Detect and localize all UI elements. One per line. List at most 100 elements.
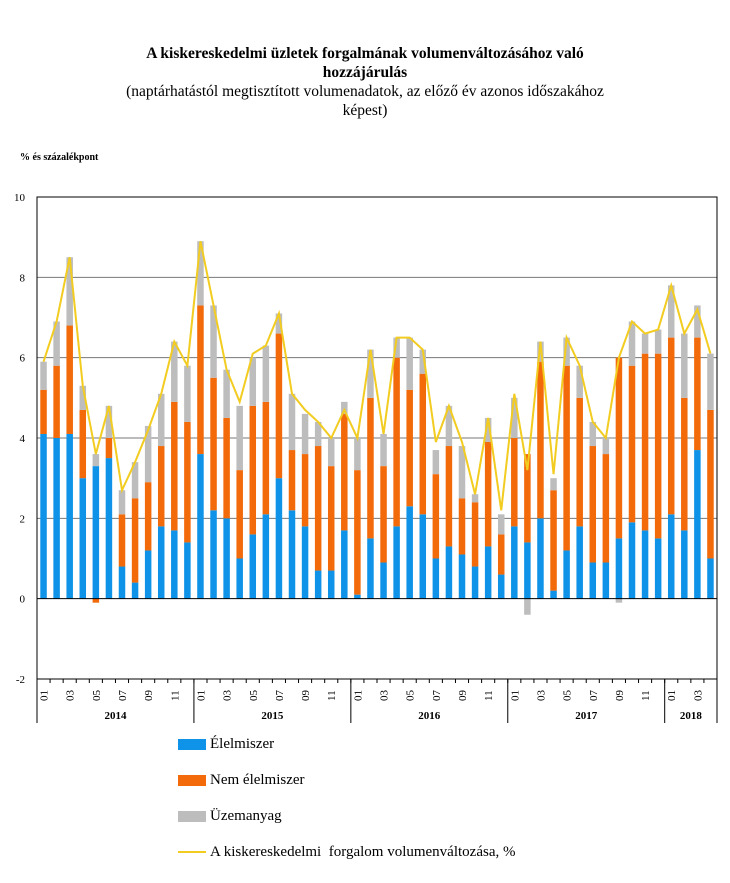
- title-line-2: hozzájárulás: [322, 64, 408, 81]
- bar-nonfood: [53, 365, 60, 438]
- x-month-label: 03: [65, 690, 77, 702]
- bar-fuel: [667, 285, 675, 338]
- bar-nonfood: [118, 514, 126, 567]
- bar-nonfood: [210, 377, 217, 511]
- bar-food: [432, 558, 440, 599]
- bar-nonfood: [105, 438, 113, 459]
- bar-nonfood: [40, 389, 47, 434]
- bar-food: [210, 510, 217, 599]
- y-tick-label: 6: [20, 353, 26, 365]
- bar-food: [497, 574, 505, 599]
- bar-fuel: [576, 365, 583, 398]
- x-month-label: 09: [143, 690, 155, 702]
- bar-fuel: [210, 305, 217, 378]
- bar-nonfood: [511, 438, 518, 527]
- y-tick-label: 2: [20, 513, 26, 525]
- subtitle-line-1: (naptárhatástól megtisztított volumenada…: [126, 83, 604, 100]
- x-year-label: 2017: [575, 710, 598, 722]
- bar-nonfood: [484, 442, 492, 547]
- y-tick-label: 8: [20, 272, 26, 284]
- bar-food: [563, 550, 570, 599]
- x-month-label: 11: [640, 690, 652, 701]
- bar-fuel: [131, 462, 139, 499]
- bar-nonfood: [550, 490, 557, 591]
- y-tick-label: 10: [14, 192, 26, 204]
- bar-fuel: [654, 329, 662, 354]
- chart-title: A kiskereskedelmi üzletek forgalmának vo…: [0, 44, 730, 120]
- x-month-label: 09: [457, 690, 469, 702]
- bar-fuel: [694, 305, 701, 338]
- bar-food: [484, 546, 492, 599]
- bar-fuel: [602, 438, 610, 455]
- bar-fuel: [118, 490, 126, 515]
- bar-food: [341, 530, 348, 599]
- bar-nonfood: [432, 474, 440, 559]
- bar-fuel: [563, 337, 570, 366]
- bar-food: [118, 566, 126, 599]
- bar-nonfood: [262, 401, 270, 515]
- bar-food: [694, 450, 701, 599]
- bar-food: [314, 570, 322, 599]
- bar-nonfood: [563, 365, 570, 551]
- bar-fuel: [40, 361, 47, 390]
- bar-fuel: [393, 337, 400, 358]
- bar-food: [419, 514, 427, 599]
- bar-nonfood: [288, 450, 296, 511]
- bar-nonfood: [301, 454, 309, 527]
- y-tick-label: 4: [20, 433, 26, 445]
- bar-fuel: [314, 421, 322, 447]
- x-month-label: 01: [352, 690, 364, 701]
- x-month-label: 01: [666, 690, 678, 701]
- x-month-label: 03: [379, 690, 391, 702]
- bar-nonfood: [327, 466, 335, 571]
- bar-fuel: [301, 413, 309, 455]
- x-month-label: 05: [248, 690, 260, 702]
- x-month-label: 05: [562, 690, 574, 702]
- bar-fuel: [171, 341, 178, 402]
- bar-food: [157, 526, 165, 599]
- x-month-label: 07: [117, 690, 129, 702]
- bar-fuel: [92, 454, 100, 467]
- bar-nonfood: [249, 405, 257, 535]
- bar-food: [66, 433, 73, 599]
- bar-nonfood: [694, 337, 701, 451]
- y-axis-label: % és százalékpont: [20, 152, 99, 163]
- bar-food: [681, 530, 688, 599]
- bar-fuel: [144, 425, 152, 483]
- bar-fuel: [550, 478, 557, 491]
- bar-food: [707, 558, 714, 599]
- x-year-label: 2015: [261, 710, 284, 722]
- bar-food: [445, 546, 453, 599]
- x-year-label: 2016: [418, 710, 441, 722]
- bar-food: [615, 538, 623, 599]
- bar-food: [667, 514, 675, 599]
- bar-food: [458, 554, 466, 599]
- x-month-label: 11: [483, 690, 495, 701]
- x-month-label: 01: [39, 690, 51, 701]
- bar-food: [275, 478, 283, 599]
- bar-food: [105, 458, 113, 599]
- bar-nonfood: [144, 482, 152, 551]
- bar-fuel: [458, 446, 466, 499]
- bar-nonfood: [537, 361, 544, 519]
- legend-swatch: [178, 851, 206, 853]
- bar-food: [236, 558, 243, 599]
- bar-food: [262, 514, 270, 599]
- bar-food: [628, 522, 636, 599]
- x-month-label: 11: [326, 690, 338, 701]
- bar-nonfood: [197, 305, 204, 455]
- bar-fuel: [223, 369, 230, 418]
- bar-nonfood: [654, 353, 662, 539]
- x-month-label: 05: [405, 690, 417, 702]
- bar-nonfood: [615, 357, 623, 539]
- x-month-label: 01: [509, 690, 521, 701]
- bar-nonfood: [406, 389, 413, 507]
- bar-nonfood: [341, 413, 348, 531]
- x-year-label: 2014: [104, 710, 127, 722]
- bar-nonfood: [458, 498, 466, 555]
- x-year-label: 2018: [680, 710, 703, 722]
- bar-nonfood: [314, 446, 322, 571]
- bar-nonfood: [524, 454, 531, 543]
- bar-fuel: [406, 337, 413, 390]
- bar-food: [249, 534, 257, 599]
